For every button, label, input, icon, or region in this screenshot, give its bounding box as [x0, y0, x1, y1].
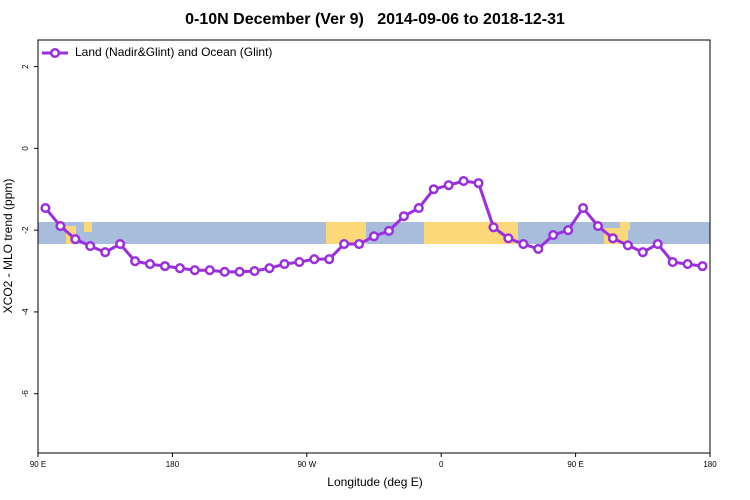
y-tick-label: 0: [21, 146, 30, 151]
data-point: [682, 259, 693, 270]
data-point: [279, 259, 290, 270]
x-tick-label: 180: [166, 460, 180, 469]
data-point: [652, 238, 663, 250]
data-point: [697, 261, 708, 272]
data-point: [473, 178, 484, 189]
data-point: [264, 263, 275, 274]
data-point: [354, 238, 365, 250]
data-point: [115, 238, 126, 250]
x-axis-label: Longitude (deg E): [327, 475, 422, 489]
data-point: [144, 259, 156, 270]
y-tick-label: 2: [21, 64, 30, 69]
y-axis-label: XCO2 - MLO trend (ppm): [1, 179, 15, 314]
data-point: [518, 238, 529, 250]
data-point: [563, 225, 574, 236]
data-point: [533, 243, 544, 255]
data-point: [443, 180, 454, 191]
data-point: [339, 238, 350, 250]
data-point: [204, 265, 215, 276]
data-point: [503, 233, 514, 244]
data-point: [85, 241, 96, 252]
data-point: [234, 266, 245, 277]
legend-label: Land (Nadir&Glint) and Ocean (Glint): [75, 45, 272, 59]
data-point: [70, 234, 81, 245]
data-point: [40, 203, 51, 214]
data-point: [324, 254, 335, 265]
x-tick-label: 180: [703, 460, 717, 469]
data-point: [294, 256, 305, 268]
data-point: [607, 233, 618, 244]
data-point: [219, 266, 230, 277]
data-point: [667, 256, 678, 268]
data-point: [189, 265, 200, 276]
data-point: [174, 263, 185, 274]
y-tick-label: -2: [21, 226, 30, 234]
x-tick-label: 90 E: [567, 460, 583, 469]
data-point: [55, 221, 66, 232]
data-point: [130, 256, 141, 267]
chart-title: 0-10N December (Ver 9) 2014-09-06 to 201…: [185, 11, 565, 28]
y-tick-label: -4: [21, 308, 30, 316]
data-point: [622, 240, 633, 251]
data-point: [159, 261, 170, 272]
legend-marker: [49, 47, 61, 59]
data-point: [100, 247, 111, 258]
x-tick-label: 90 E: [30, 460, 46, 469]
data-point: [578, 203, 589, 214]
y-tick-label: -6: [21, 390, 30, 398]
data-point: [309, 254, 320, 265]
data-point: [368, 231, 380, 242]
data-point: [548, 230, 559, 241]
data-point: [249, 265, 260, 277]
x-tick-label: 90 W: [297, 460, 316, 469]
data-point: [488, 222, 499, 233]
data-point: [637, 247, 648, 258]
data-point: [458, 176, 469, 187]
data-point: [383, 225, 394, 237]
data-point: [398, 211, 409, 222]
data-point: [428, 184, 439, 195]
x-tick-label: 0: [439, 460, 444, 469]
data-point: [413, 203, 424, 214]
data-point: [592, 221, 604, 232]
plot-frame: [37, 39, 711, 454]
